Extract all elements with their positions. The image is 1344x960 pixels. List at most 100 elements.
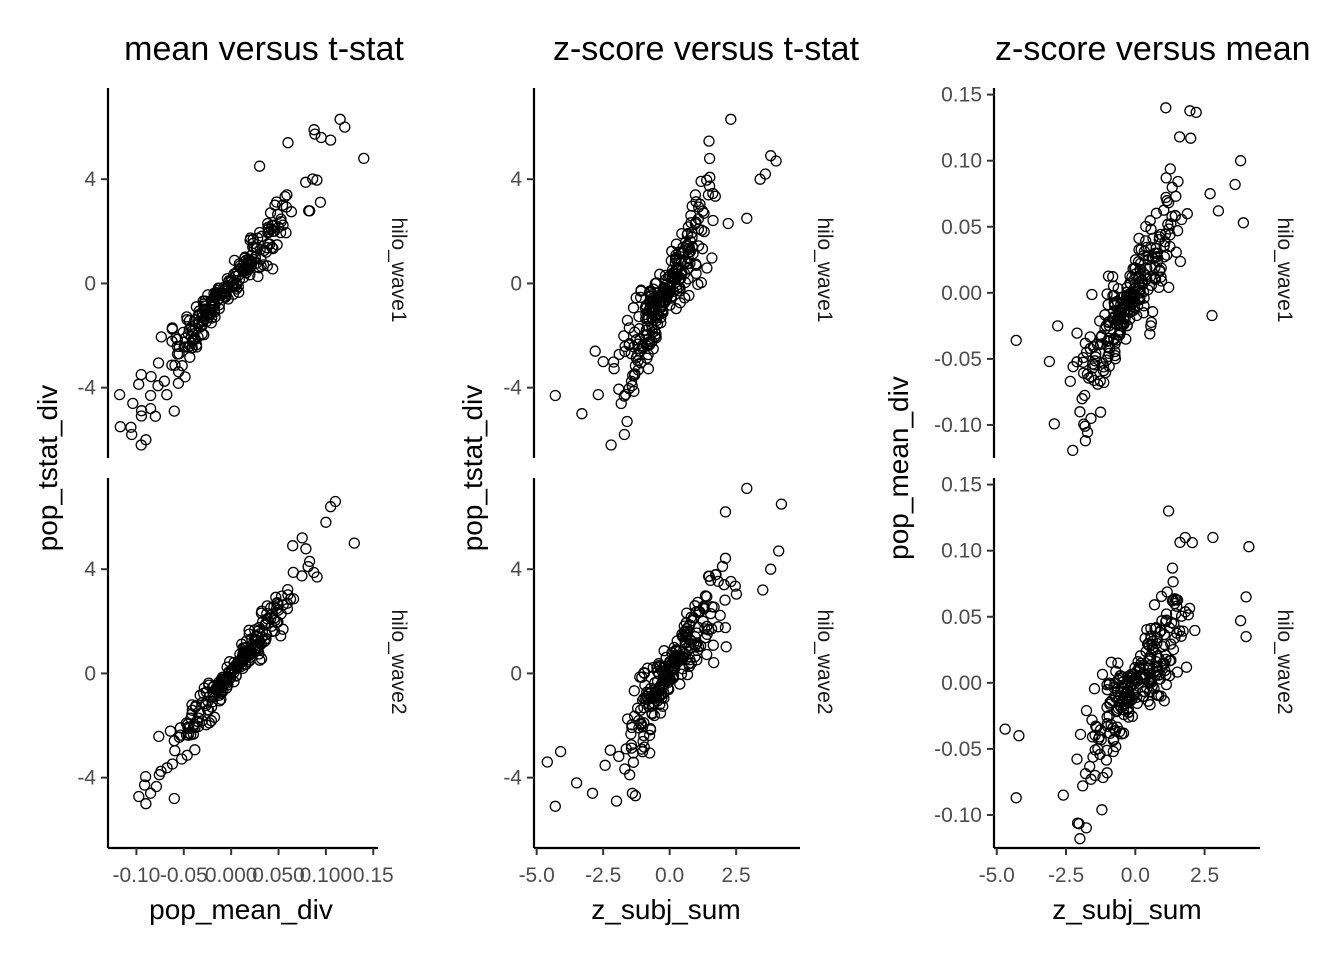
data-point	[627, 747, 639, 759]
chart-3: z-score versus mean pop_mean_div z_subj_…	[883, 30, 1311, 925]
data-point	[635, 704, 647, 716]
data-point	[279, 190, 291, 203]
data-point	[1127, 673, 1140, 686]
data-point	[646, 708, 658, 720]
data-point	[181, 311, 193, 323]
data-point	[300, 176, 312, 188]
data-point	[243, 645, 256, 657]
data-point	[1171, 600, 1183, 612]
data-point	[632, 338, 644, 350]
data-point	[255, 653, 268, 665]
data-point	[1243, 541, 1255, 553]
data-point	[683, 289, 695, 302]
chart-3-facet-1-strip: hilo_wave1	[1273, 217, 1296, 322]
data-point	[1084, 331, 1096, 343]
data-point	[1170, 246, 1182, 258]
data-point	[140, 434, 152, 446]
data-point	[708, 656, 720, 669]
data-point	[199, 697, 212, 710]
chart-1-title: mean versus t-stat	[124, 30, 404, 68]
data-point	[1164, 229, 1176, 241]
data-point	[1074, 833, 1086, 845]
data-point	[179, 332, 191, 344]
data-point	[180, 729, 193, 741]
y-tick-label: 4	[84, 168, 96, 191]
data-point	[218, 290, 231, 302]
data-point	[255, 260, 267, 272]
data-point	[1102, 270, 1115, 282]
data-point	[1138, 268, 1150, 280]
data-point	[315, 131, 327, 144]
data-point	[655, 300, 667, 313]
data-point	[1112, 329, 1124, 341]
data-point	[304, 205, 316, 217]
data-point	[1153, 233, 1165, 246]
data-point	[1151, 650, 1163, 662]
x-tick-label: -0.10	[112, 864, 160, 887]
data-point	[1164, 163, 1176, 175]
data-point	[1109, 349, 1121, 362]
data-point	[1122, 679, 1134, 692]
data-point	[261, 260, 273, 272]
x-tick-label: 0.000	[205, 864, 258, 887]
data-point	[718, 579, 730, 591]
data-point	[705, 623, 718, 635]
data-point	[1104, 698, 1116, 710]
data-point	[549, 389, 561, 402]
data-point	[177, 326, 189, 339]
data-point	[144, 389, 157, 402]
data-point	[188, 718, 200, 730]
data-point	[209, 311, 221, 323]
data-point	[303, 555, 316, 568]
data-point	[725, 575, 737, 588]
chart-3-facet-1-panel: -0.10 -0.05 0.00 0.05 0.10 0.15	[934, 84, 1250, 458]
x-tick-label: -2.5	[1048, 864, 1084, 887]
data-point	[1143, 655, 1155, 667]
data-point	[281, 597, 293, 609]
data-point	[282, 589, 294, 601]
chart-3-title: z-score versus mean	[995, 30, 1311, 68]
data-point	[1123, 690, 1135, 703]
data-point	[1101, 335, 1114, 347]
data-point	[172, 377, 185, 389]
data-point	[1152, 666, 1164, 678]
data-point	[607, 356, 620, 368]
data-point	[245, 639, 257, 652]
data-point	[263, 226, 275, 238]
data-point	[1154, 626, 1166, 638]
chart-2-facet-2-strip: hilo_wave2	[813, 609, 836, 714]
data-point	[1175, 630, 1187, 642]
data-point	[661, 291, 673, 303]
y-tick-label: -4	[77, 377, 96, 400]
data-point	[1092, 378, 1104, 390]
data-point	[1166, 181, 1178, 194]
data-point	[643, 729, 656, 742]
data-point	[1130, 268, 1142, 280]
data-point	[741, 482, 753, 495]
y-tick-label: 0	[84, 272, 96, 295]
chart-2-facet-1-panel: -4 0 4	[503, 88, 782, 458]
data-point	[1160, 616, 1172, 628]
y-tick-label: 4	[510, 558, 522, 581]
data-point	[706, 601, 718, 613]
data-point	[184, 351, 196, 363]
data-point	[266, 625, 278, 638]
data-point	[135, 410, 148, 422]
data-point	[640, 686, 653, 698]
data-point	[205, 317, 217, 329]
y-tick-label: 0.00	[941, 282, 982, 305]
data-point	[287, 540, 299, 552]
data-point	[246, 647, 258, 660]
data-point	[619, 763, 631, 775]
data-point	[269, 199, 281, 211]
data-point	[628, 385, 640, 397]
data-point	[670, 302, 682, 315]
data-point	[237, 648, 249, 660]
data-point	[1162, 505, 1175, 517]
data-point	[225, 275, 238, 288]
data-point	[1142, 663, 1155, 675]
data-point	[1169, 209, 1181, 222]
data-point	[1169, 632, 1181, 644]
chart-3-facet-2-panel: -0.10 -0.05 0.00 0.05 0.10 0.15 -5.0 -2.5 0.0 2.5	[934, 474, 1260, 887]
